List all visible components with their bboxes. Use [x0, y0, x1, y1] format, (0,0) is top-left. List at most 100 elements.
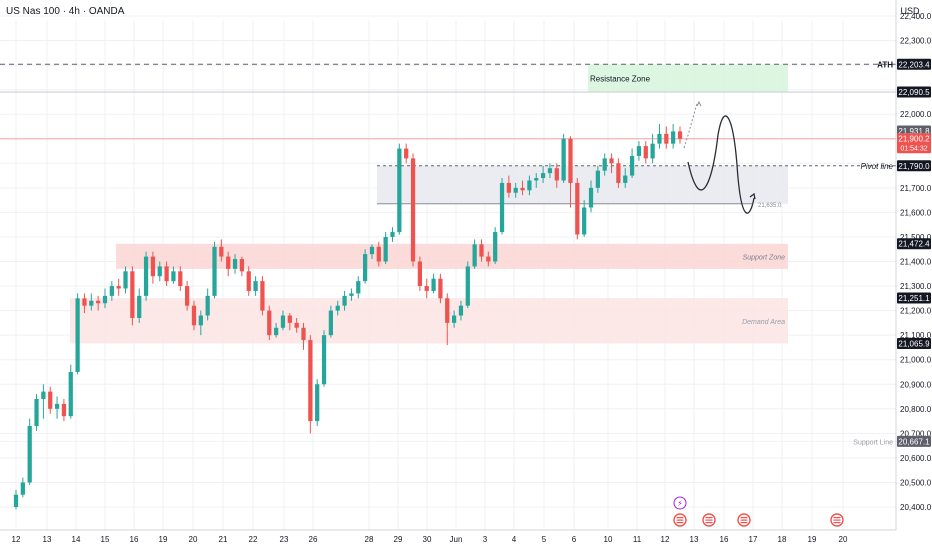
candle-body[interactable]: [595, 170, 600, 188]
candle-body[interactable]: [232, 259, 238, 269]
candle-body[interactable]: [362, 254, 368, 282]
candle-body[interactable]: [561, 138, 566, 181]
candle-body[interactable]: [554, 168, 559, 181]
price-badge[interactable]: [897, 435, 931, 447]
candle-body[interactable]: [13, 494, 19, 507]
candle-body[interactable]: [540, 173, 546, 179]
candle-body[interactable]: [253, 281, 258, 291]
candle-body[interactable]: [328, 310, 334, 336]
candle-body[interactable]: [130, 271, 135, 318]
candle-body[interactable]: [376, 246, 381, 262]
candle-body[interactable]: [41, 391, 46, 399]
candle-body[interactable]: [404, 148, 409, 159]
candle-body[interactable]: [664, 133, 669, 144]
candle-body[interactable]: [506, 182, 511, 193]
candle-body[interactable]: [397, 148, 402, 233]
price-badge[interactable]: [897, 133, 931, 154]
candle-body[interactable]: [267, 310, 272, 336]
candle-body[interactable]: [150, 256, 156, 277]
price-badge[interactable]: [897, 238, 931, 250]
candle-body[interactable]: [417, 261, 422, 287]
candle-body[interactable]: [493, 232, 498, 262]
candle-body[interactable]: [123, 271, 128, 289]
candle-body[interactable]: [191, 305, 197, 326]
candle-body[interactable]: [239, 259, 245, 272]
candle-body[interactable]: [582, 207, 587, 235]
candle-body[interactable]: [486, 256, 491, 262]
candle-body[interactable]: [657, 133, 662, 144]
price-badge[interactable]: [897, 292, 931, 304]
candle-body[interactable]: [342, 295, 347, 306]
candle-body[interactable]: [287, 315, 292, 323]
event-flash[interactable]: [673, 496, 687, 510]
candle-body[interactable]: [349, 293, 354, 296]
zone-resistance-zone[interactable]: [588, 64, 788, 93]
candle-body[interactable]: [157, 266, 162, 277]
candle-body[interactable]: [54, 403, 60, 409]
candle-body[interactable]: [369, 246, 375, 255]
candle-body[interactable]: [472, 244, 477, 267]
candle-body[interactable]: [438, 278, 443, 299]
price-badge[interactable]: [897, 58, 931, 70]
candle-body[interactable]: [164, 266, 169, 282]
candle-body[interactable]: [308, 340, 313, 422]
candle-body[interactable]: [205, 295, 210, 316]
candle-body[interactable]: [410, 158, 416, 262]
zone-demand-area[interactable]: [70, 298, 788, 344]
price-badge[interactable]: [897, 86, 931, 98]
candle-body[interactable]: [20, 482, 25, 495]
candle-body[interactable]: [48, 391, 53, 409]
candle-body[interactable]: [260, 281, 265, 311]
candle-body[interactable]: [424, 286, 429, 291]
candle-body[interactable]: [479, 244, 484, 257]
candle-body[interactable]: [383, 236, 388, 262]
candle-body[interactable]: [643, 146, 648, 159]
candle-body[interactable]: [34, 398, 39, 426]
candle-body[interactable]: [198, 315, 203, 326]
candle-body[interactable]: [102, 295, 108, 304]
candle-body[interactable]: [82, 298, 87, 306]
candle-body[interactable]: [68, 371, 73, 417]
candle-body[interactable]: [116, 286, 121, 289]
candle-body[interactable]: [75, 298, 80, 372]
candle-body[interactable]: [178, 271, 183, 287]
candle-body[interactable]: [61, 403, 67, 417]
candle-body[interactable]: [431, 278, 436, 291]
candle-body[interactable]: [445, 298, 450, 323]
candle-body[interactable]: [356, 281, 361, 294]
candle-body[interactable]: [568, 138, 573, 183]
candle-body[interactable]: [246, 271, 251, 291]
candle-body[interactable]: [671, 131, 676, 144]
candle-body[interactable]: [315, 384, 320, 422]
candle-body[interactable]: [274, 327, 279, 336]
candle-body[interactable]: [636, 146, 642, 156]
candle-body[interactable]: [650, 143, 655, 159]
candle-body[interactable]: [451, 315, 457, 323]
candle-body[interactable]: [609, 158, 614, 164]
candle-body[interactable]: [143, 256, 149, 296]
candle-body[interactable]: [27, 425, 32, 483]
candle-body[interactable]: [677, 131, 683, 139]
zone-pivot-area[interactable]: [377, 165, 788, 204]
candle-body[interactable]: [527, 180, 532, 191]
candle-body[interactable]: [185, 286, 190, 306]
candle-body[interactable]: [575, 182, 580, 235]
candle-body[interactable]: [629, 155, 635, 176]
candle-body[interactable]: [137, 295, 142, 318]
candle-body[interactable]: [623, 175, 628, 183]
zone-support-zone[interactable]: [116, 243, 788, 269]
candle-body[interactable]: [109, 286, 114, 296]
candle-body[interactable]: [335, 305, 340, 311]
candle-body[interactable]: [534, 178, 539, 181]
candle-body[interactable]: [321, 335, 327, 385]
currency-label[interactable]: USD: [900, 6, 920, 16]
price-badge[interactable]: [897, 160, 931, 172]
price-badge[interactable]: [897, 338, 931, 350]
candle-body[interactable]: [226, 256, 231, 269]
candle-body[interactable]: [520, 187, 525, 191]
candle-body[interactable]: [219, 246, 224, 257]
candle-body[interactable]: [465, 266, 470, 306]
candle-body[interactable]: [96, 300, 101, 304]
candle-body[interactable]: [616, 163, 621, 183]
